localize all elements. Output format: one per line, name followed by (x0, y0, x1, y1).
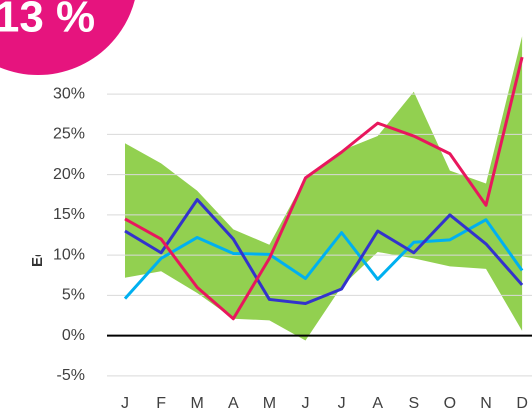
series-line (124, 198, 524, 305)
badge (0, 0, 135, 75)
x-tick-label: M (191, 395, 204, 412)
x-tick-label: A (372, 395, 383, 412)
x-tick-label: S (408, 395, 419, 412)
x-tick-label: O (444, 395, 456, 412)
plot: -5% 0% 5% 10% 15% 20% 25% 30% J F M A M J J A S O N D (53, 36, 532, 412)
x-tick-label: J (121, 395, 129, 412)
badge-text: 13 % (0, 0, 95, 42)
x-tick-label: M (263, 395, 276, 412)
y-tick-label: 20% (53, 166, 85, 183)
y-axis-label: Ecart relatif du cumul de l'E (29, 70, 46, 267)
x-tick-label: J (338, 395, 346, 412)
y-tick-label: 25% (53, 126, 85, 143)
x-tick-label: F (156, 395, 166, 412)
series-line (123, 218, 524, 300)
x-tick-label: J (302, 395, 310, 412)
x-tick-label: N (480, 395, 492, 412)
x-tick-label: A (228, 395, 239, 412)
y-tick-label: 10% (53, 246, 85, 263)
band-area (125, 36, 523, 341)
y-tick-label: 5% (62, 287, 85, 304)
x-tick-label: D (516, 395, 528, 412)
y-tick-label: -5% (57, 367, 85, 384)
y-tick-label: 0% (62, 327, 85, 344)
y-tick-label: 30% (53, 85, 85, 102)
y-tick-label: 15% (53, 206, 85, 223)
series-line (124, 56, 524, 321)
